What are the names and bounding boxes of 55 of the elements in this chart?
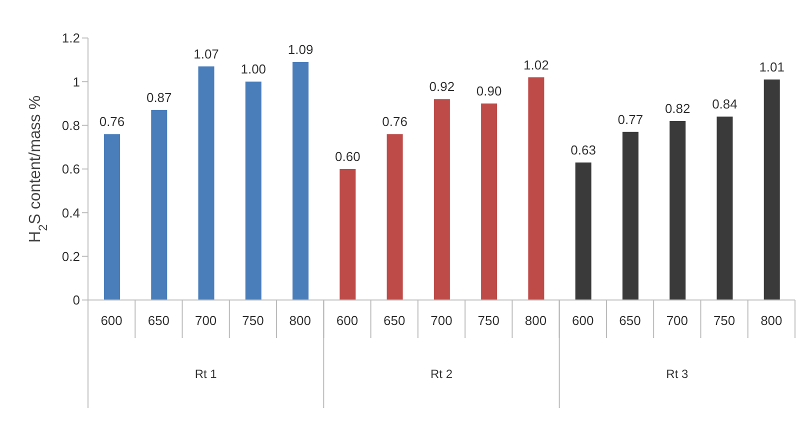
- x-tick-label: 700: [666, 313, 688, 328]
- bar: [434, 99, 450, 300]
- bar: [764, 79, 780, 300]
- y-tick-label: 0.8: [62, 118, 80, 133]
- bar: [104, 134, 120, 300]
- text: Rt 3: [666, 367, 688, 381]
- x-tick-label: 600: [336, 313, 358, 328]
- bar: [575, 162, 592, 300]
- data-label: 1.00: [240, 62, 266, 77]
- y-tick-label: 0.6: [62, 162, 80, 177]
- data-label: 0.90: [476, 84, 502, 98]
- text: Rt 1: [194, 367, 218, 381]
- data-label: 0.77: [618, 112, 644, 127]
- x-tick-label: 600: [100, 313, 122, 328]
- text: Rt 2: [430, 367, 453, 381]
- data-label: 0.76: [382, 114, 408, 130]
- bar: [151, 110, 168, 300]
- data-label: 0.60: [335, 149, 360, 164]
- y-tick-label: 1.2: [62, 30, 80, 46]
- data-label: 1.02: [524, 57, 549, 72]
- bar: [481, 104, 498, 300]
- data-label: 0.84: [712, 96, 738, 112]
- x-tick-label: 600: [572, 313, 594, 328]
- x-tick-label: 800: [289, 313, 311, 328]
- x-tick-label: 750: [478, 313, 500, 328]
- x-tick-label: 650: [619, 313, 641, 328]
- x-tick-label: 800: [524, 313, 547, 328]
- bar: [198, 66, 214, 300]
- data-label: 1.09: [288, 42, 314, 58]
- data-label: 1.07: [194, 46, 219, 62]
- data-label: 1.01: [759, 59, 785, 74]
- bar: [670, 120, 686, 300]
- y-tick-label: 0: [72, 292, 80, 308]
- x-tick-label: 700: [430, 313, 452, 328]
- data-label: 0.63: [570, 142, 596, 158]
- x-tick-label: 700: [194, 313, 217, 328]
- x-tick-label: 650: [384, 313, 406, 328]
- x-tick-label: 750: [242, 313, 264, 328]
- y-tick-label: 0.2: [62, 248, 80, 264]
- x-tick-label: 750: [713, 313, 736, 328]
- bar: [716, 116, 733, 300]
- x-tick-label: 800: [760, 313, 782, 328]
- bar: [340, 169, 356, 300]
- data-label: 0.76: [99, 114, 125, 130]
- bar: [622, 132, 638, 300]
- data-label: 0.87: [146, 90, 172, 106]
- y-tick-label: 0.4: [62, 205, 80, 220]
- data-label: 0.92: [429, 79, 455, 94]
- bar: [528, 77, 544, 300]
- bar: [386, 134, 403, 300]
- bar: [245, 82, 262, 300]
- bar: [292, 62, 309, 300]
- x-tick-label: 650: [148, 313, 170, 328]
- data-label: 0.82: [664, 100, 690, 116]
- y-tick-label: 1: [72, 74, 80, 90]
